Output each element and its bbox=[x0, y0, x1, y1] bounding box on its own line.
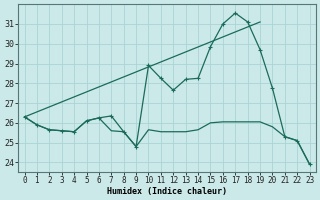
X-axis label: Humidex (Indice chaleur): Humidex (Indice chaleur) bbox=[107, 187, 227, 196]
